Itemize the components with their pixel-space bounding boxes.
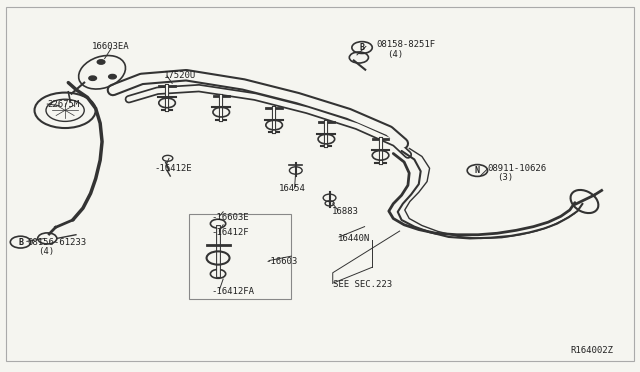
Text: -16603E: -16603E <box>212 213 250 222</box>
Text: 08911-10626: 08911-10626 <box>487 164 546 173</box>
Text: 16454: 16454 <box>278 185 305 193</box>
Text: 17520U: 17520U <box>164 71 196 80</box>
Text: (4): (4) <box>38 247 54 256</box>
Text: 16603EA: 16603EA <box>92 42 130 51</box>
Text: -16603: -16603 <box>266 257 298 266</box>
Text: (4): (4) <box>387 51 403 60</box>
Text: 16883: 16883 <box>332 206 358 216</box>
Text: B: B <box>18 238 23 247</box>
Text: -16412E: -16412E <box>154 164 192 173</box>
Circle shape <box>97 60 105 64</box>
Bar <box>189 214 291 299</box>
Circle shape <box>109 74 116 79</box>
Text: 16440N: 16440N <box>338 234 370 243</box>
Text: 08158-8251F: 08158-8251F <box>376 41 435 49</box>
Text: B: B <box>360 43 365 52</box>
Circle shape <box>89 76 97 80</box>
Text: SEE SEC.223: SEE SEC.223 <box>333 280 392 289</box>
Text: -16412F: -16412F <box>212 228 250 237</box>
Text: 08156-61233: 08156-61233 <box>27 238 86 247</box>
Text: (3): (3) <box>497 173 513 182</box>
Text: -16412FA: -16412FA <box>212 287 255 296</box>
Text: 22675M: 22675M <box>47 100 79 109</box>
Text: R164002Z: R164002Z <box>570 346 613 355</box>
Text: N: N <box>475 166 480 175</box>
